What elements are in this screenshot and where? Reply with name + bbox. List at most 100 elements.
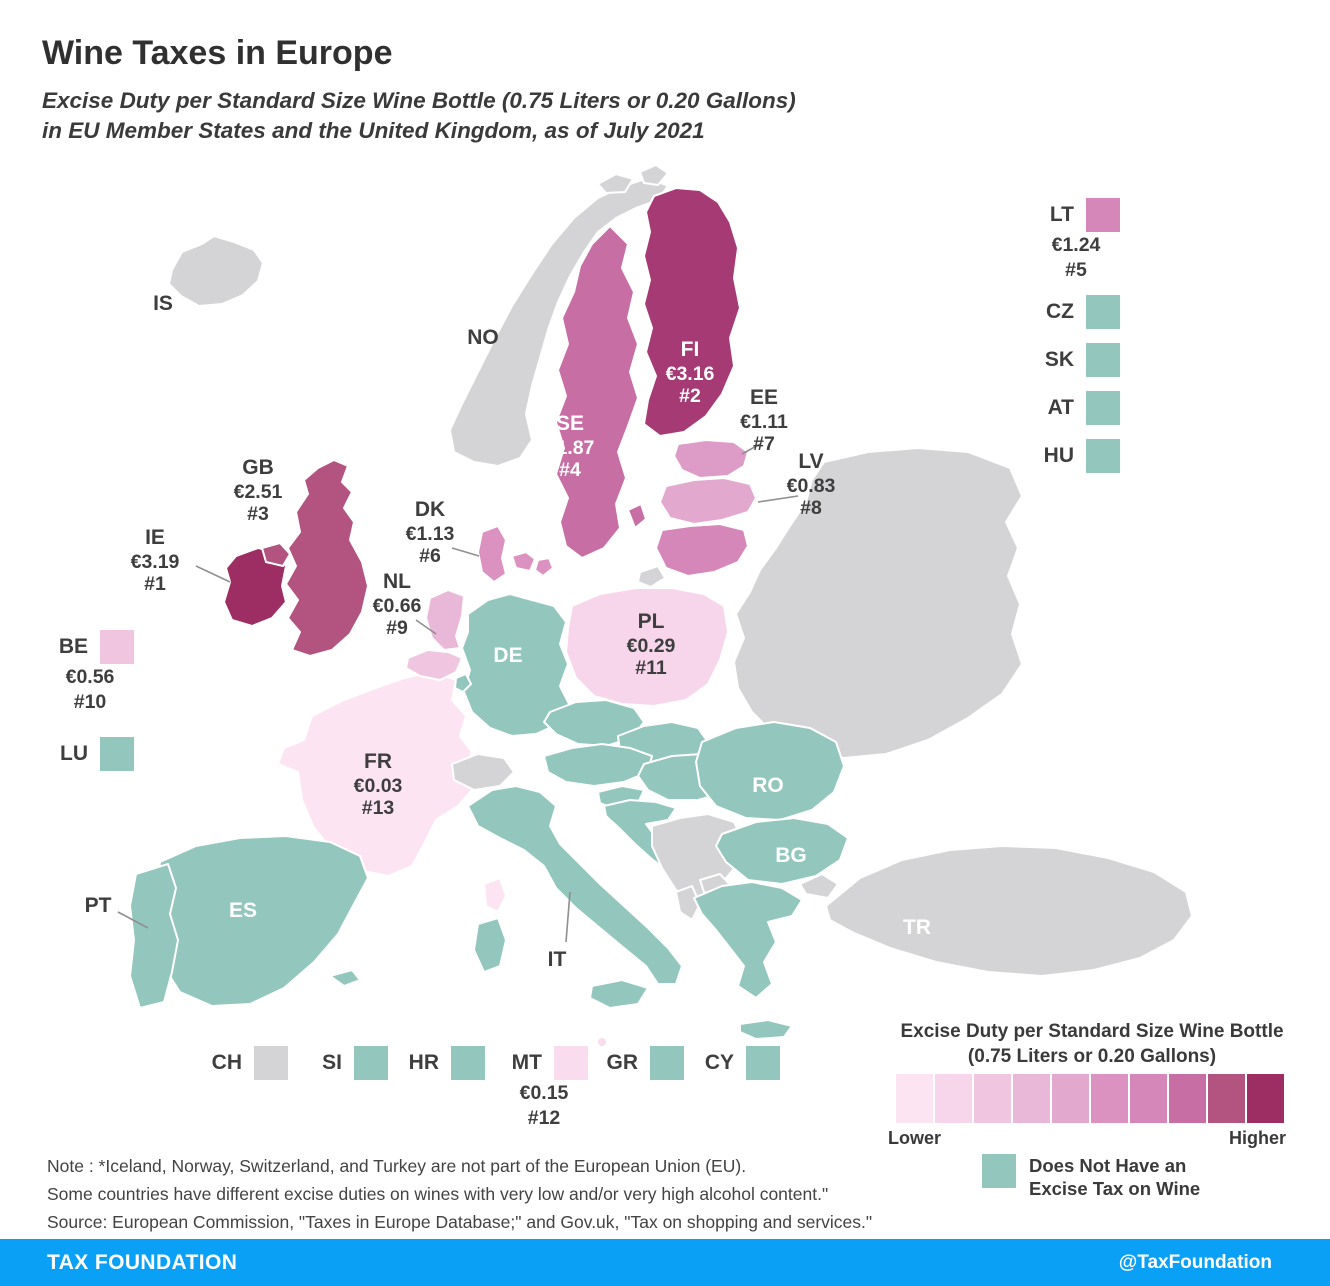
country-rank: #2	[679, 385, 701, 408]
subtitle-line-2: in EU Member States and the United Kingd…	[42, 118, 705, 144]
country-value: €1.11	[740, 410, 788, 433]
country-nl	[425, 589, 465, 651]
color-swatch-mt	[554, 1046, 588, 1080]
country-mk	[699, 873, 732, 898]
country-at	[543, 743, 653, 787]
country-value: €1.87	[545, 436, 595, 459]
legend-block-lu: LU	[42, 737, 138, 771]
island-balearics	[329, 969, 361, 987]
country-rank: #9	[386, 617, 408, 640]
country-code: ES	[228, 899, 258, 922]
scale-cell-6	[1091, 1074, 1128, 1123]
country-code: FI	[680, 338, 700, 361]
map-label-fi: FI €3.16 #2	[666, 338, 715, 408]
country-value: €3.16	[665, 362, 715, 385]
color-scale	[896, 1074, 1284, 1123]
country-rank: #12	[527, 1107, 561, 1130]
country-value: €1.24	[1051, 234, 1101, 256]
scale-cell-9	[1208, 1074, 1245, 1123]
country-code: BG	[775, 844, 807, 867]
country-hu	[637, 753, 739, 801]
country-ch	[451, 753, 515, 791]
color-swatch-be	[100, 630, 134, 664]
country-rank: #4	[559, 459, 581, 482]
island-crete	[739, 1019, 793, 1040]
country-ie	[223, 547, 287, 627]
country-code: SI	[322, 1051, 342, 1074]
country-code: RO	[752, 774, 784, 797]
color-swatch-hu	[1086, 439, 1120, 473]
color-swatch-gr	[650, 1046, 684, 1080]
map-label-se: SE €1.87 #4	[546, 412, 595, 482]
map-label-is: IS	[153, 292, 173, 317]
region-kaliningrad	[637, 565, 666, 588]
legend-block-mt: MT €0.15 #12	[496, 1046, 592, 1131]
scale-legend-title: Excise Duty per Standard Size Wine Bottl…	[895, 1020, 1289, 1069]
scale-higher-label: Higher	[1228, 1128, 1286, 1148]
country-value: €2.51	[233, 480, 283, 503]
page-subtitle: Excise Duty per Standard Size Wine Bottl…	[42, 86, 796, 146]
country-code: BE	[58, 635, 88, 658]
color-swatch-at	[1086, 391, 1120, 425]
footnotes: Note : *Iceland, Norway, Switzerland, an…	[47, 1152, 907, 1236]
twitter-handle[interactable]: @TaxFoundation	[1118, 1251, 1272, 1273]
country-is	[168, 235, 264, 307]
note-line-2: Some countries have different excise dut…	[47, 1184, 829, 1204]
legend-block-hu: HU	[1028, 439, 1124, 473]
country-tr	[825, 845, 1193, 977]
legend-block-cy: CY	[688, 1046, 784, 1080]
country-sk	[617, 721, 709, 763]
country-code: NO	[467, 326, 499, 349]
note-line-1: Note : *Iceland, Norway, Switzerland, an…	[47, 1156, 747, 1176]
legend-block-cz: CZ	[1028, 295, 1124, 329]
map-label-gb: GB €2.51 #3	[234, 456, 283, 526]
legend-block-sk: SK	[1028, 343, 1124, 377]
country-al	[675, 885, 701, 921]
country-value: €0.03	[353, 774, 403, 797]
legend-block-hr: HR	[393, 1046, 489, 1080]
region-turkey-europe	[799, 873, 839, 899]
scale-lower-label: Lower	[888, 1128, 942, 1148]
legend-block-lt: LT €1.24 #5	[1028, 198, 1124, 283]
scale-cell-7	[1130, 1074, 1167, 1123]
map-label-fr: FR €0.03 #13	[354, 750, 403, 820]
country-gb	[285, 459, 369, 657]
country-se	[555, 225, 639, 559]
island-sicily	[589, 979, 649, 1009]
page-title: Wine Taxes in Europe	[42, 34, 393, 72]
country-es	[153, 835, 369, 1007]
country-code: DE	[493, 644, 523, 667]
country-code: HU	[1043, 444, 1074, 467]
scale-cell-3	[974, 1074, 1011, 1123]
color-swatch-hr	[451, 1046, 485, 1080]
pointer-line-pt	[117, 911, 149, 929]
country-east-gray	[733, 447, 1023, 759]
island-sardinia	[473, 917, 507, 973]
country-ee	[673, 439, 749, 479]
color-swatch-sk	[1086, 343, 1120, 377]
country-si	[597, 785, 645, 810]
country-pt	[129, 863, 179, 1009]
color-swatch-cy	[746, 1046, 780, 1080]
scale-cell-2	[935, 1074, 972, 1123]
legend-block-si: SI	[296, 1046, 392, 1080]
legend-block-at: AT	[1028, 391, 1124, 425]
island-corsica	[483, 877, 507, 913]
pointer-line-it	[565, 891, 571, 943]
country-code: SE	[555, 412, 584, 435]
country-rank: #7	[753, 433, 775, 456]
country-code: GB	[242, 456, 274, 479]
country-lu	[454, 673, 472, 693]
country-rank: #8	[800, 497, 822, 520]
country-rank: #5	[1065, 259, 1087, 282]
country-value: €0.83	[786, 474, 836, 497]
no-tax-line-1: Does Not Have an	[1029, 1155, 1187, 1176]
country-cz	[543, 699, 645, 747]
country-code: PT	[84, 894, 112, 917]
country-it	[467, 785, 683, 985]
country-value: €3.19	[130, 550, 180, 573]
country-rank: #13	[361, 797, 395, 820]
country-code: HR	[408, 1051, 439, 1074]
region-northern-ireland	[261, 542, 291, 567]
